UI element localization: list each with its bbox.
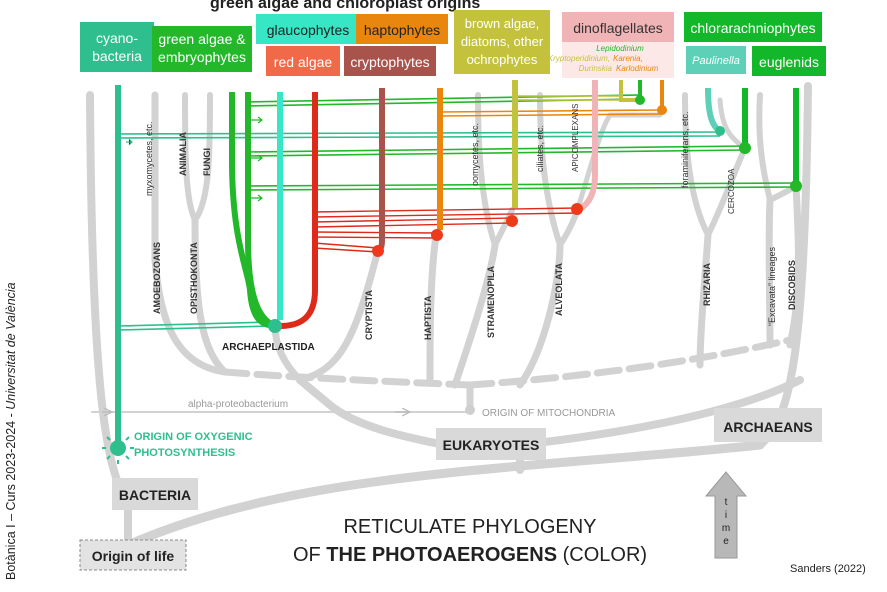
cyano-arrowheads (126, 138, 133, 327)
svg-text:BACTERIA: BACTERIA (119, 487, 191, 503)
red-algae-box: red algae (266, 46, 340, 76)
label-haptista: HAPTISTA (423, 295, 433, 340)
label-alpha-proteobacterium: alpha-proteobacterium (188, 399, 288, 410)
svg-text:bacteria: bacteria (92, 48, 142, 64)
glaucophytes-box: glaucophytes (256, 14, 360, 44)
label-apicomplexans: APICOMPLEXANS (571, 104, 580, 172)
chlorarachniophytes-box: chlorarachniophytes (684, 12, 822, 42)
label-origin-oxygenic-1: ORIGIN OF OXYGENIC (134, 431, 253, 443)
label-origin-oxygenic-2: PHOTOSYNTHESIS (134, 447, 235, 459)
svg-text:Origin of life: Origin of life (92, 548, 175, 564)
label-oomycetes: oomycetes, etc. (470, 123, 480, 186)
hapto-feeds (439, 109, 663, 117)
mitochondria-node (465, 405, 475, 415)
svg-text:diatoms, other: diatoms, other (461, 34, 544, 49)
endosymbiosis-nodes (102, 95, 802, 464)
gray-tree (86, 82, 812, 550)
svg-text:ochrophytes: ochrophytes (467, 52, 538, 67)
label-ciliates: ciliates, etc. (535, 125, 545, 172)
top-title: green algae and chloroplast origins (210, 0, 480, 12)
euglenids-box: euglenids (752, 46, 826, 76)
svg-text:cyano-: cyano- (96, 30, 138, 46)
green-arrowheads (250, 116, 263, 202)
svg-text:EUKARYOTES: EUKARYOTES (443, 437, 540, 453)
red-feeds (313, 207, 579, 253)
svg-text:chlorarachniophytes: chlorarachniophytes (690, 20, 815, 36)
svg-text:Lepidodinium: Lepidodinium (596, 44, 644, 53)
svg-text:dinoflagellates: dinoflagellates (573, 20, 663, 36)
label-foraminiferans: foraminiferans, etc. (680, 111, 690, 188)
label-excavata: “Excavata” lineages (767, 246, 777, 326)
cyano-feeds (117, 131, 721, 331)
green-feeds (244, 94, 797, 191)
paulinella-box: Paulinella (686, 46, 746, 74)
brown-algae-box: brown algae, diatoms, other ochrophytes (454, 10, 550, 74)
label-discobids: DISCOBIDS (787, 260, 797, 310)
label-fungi: FUNGI (202, 148, 212, 176)
title-line-1: RETICULATE PHYLOGENY (343, 516, 596, 538)
brown-feeds (515, 95, 620, 101)
svg-text:embryophytes: embryophytes (158, 49, 246, 65)
credit: Sanders (2022) (790, 563, 866, 575)
title-line-2: OF THE PHOTOAEROGENS (COLOR) (293, 544, 647, 566)
svg-text:Paulinella: Paulinella (692, 55, 740, 67)
label-cryptista: CRYPTISTA (364, 289, 374, 340)
svg-text:Durinskia: Durinskia (579, 64, 613, 73)
label-animalia: ANIMALIA (178, 132, 188, 176)
cyano-box: cyano- bacteria (80, 22, 154, 72)
green-algae-box: green algae & embryophytes (152, 26, 252, 72)
svg-text:m: m (722, 523, 730, 534)
label-opisthokonta: OPISTHOKONTA (189, 242, 199, 314)
red-algae-line (279, 92, 318, 329)
svg-text:glaucophytes: glaucophytes (267, 22, 350, 38)
dinoflagellates-box: dinoflagellates Lepidodinium Kryptoperid… (548, 12, 674, 78)
svg-text:cryptophytes: cryptophytes (350, 54, 429, 70)
label-archaeplastida: ARCHAEPLASTIDA (222, 342, 315, 353)
label-stramenopila: STRAMENOPILA (486, 265, 496, 338)
svg-text:euglenids: euglenids (759, 54, 819, 70)
svg-text:i: i (725, 510, 727, 521)
haptophytes-box: haptophytes (356, 14, 448, 44)
svg-text:Karlodinium: Karlodinium (616, 64, 659, 73)
label-myxomycetes: myxomycetes, etc. (144, 121, 154, 196)
label-amoebozoans: AMOEBOZOANS (152, 242, 162, 314)
time-arrow: t i m e (704, 471, 748, 559)
eukaryotes-box: EUKARYOTES (436, 428, 546, 460)
svg-text:green algae &: green algae & (158, 31, 246, 47)
sidebar-course-label: Botànica I – Curs 2023-2024 - Universita… (4, 282, 18, 580)
cryptophytes-box: cryptophytes (344, 46, 436, 76)
svg-text:red algae: red algae (274, 54, 333, 70)
svg-text:haptophytes: haptophytes (364, 22, 440, 38)
bacteria-box: BACTERIA (112, 478, 198, 510)
svg-text:Karenia,: Karenia, (613, 54, 643, 63)
svg-text:Kryptoperidinium,: Kryptoperidinium, (548, 54, 610, 63)
rotated-labels: myxomycetes, etc. ANIMALIA FUNGI oomycet… (144, 104, 797, 340)
svg-text:t: t (725, 497, 728, 508)
origin-of-life-box: Origin of life (79, 539, 187, 571)
archaeans-box: ARCHAEANS (714, 408, 822, 442)
label-cercozoa: CERCOZOA (727, 168, 736, 214)
svg-text:ARCHAEANS: ARCHAEANS (723, 419, 812, 435)
label-origin-mitochondria: ORIGIN OF MITOCHONDRIA (482, 408, 615, 419)
label-alveolata: ALVEOLATA (554, 263, 564, 316)
embryophyte-line (245, 92, 277, 329)
svg-text:brown algae,: brown algae, (465, 16, 539, 31)
svg-text:e: e (723, 536, 729, 547)
label-rhizaria: RHIZARIA (702, 263, 712, 306)
